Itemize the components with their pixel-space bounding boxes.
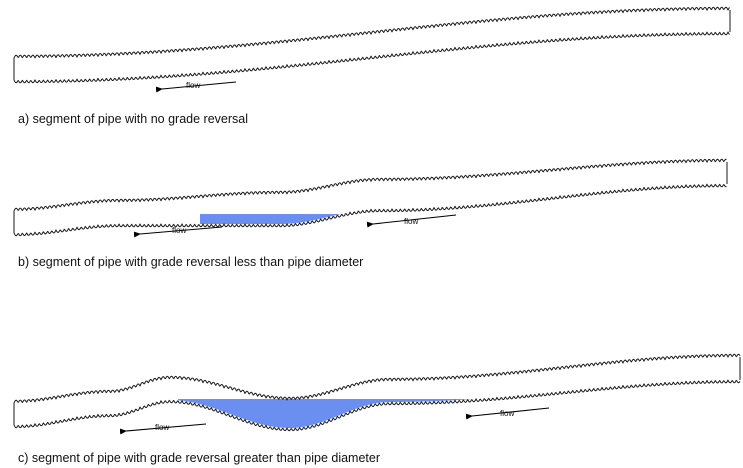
panel-caption: c) segment of pipe with grade reversal g… [18, 451, 380, 465]
flow-label: flow [172, 226, 186, 235]
ponded-water [178, 399, 515, 428]
flow-label: flow [500, 409, 514, 418]
flow-label: flow [404, 217, 418, 226]
panel-b: flow flow b) segment of pipe with grade … [13, 158, 728, 269]
flow-arrow-right: flow [465, 407, 550, 420]
ponded-water [200, 214, 368, 224]
flow-arrow-right: flow [366, 214, 457, 228]
panel-a: flow a) segment of pipe with no grade re… [13, 6, 731, 126]
flow-arrow: flow [155, 81, 237, 93]
panel-caption: b) segment of pipe with grade reversal l… [18, 255, 363, 269]
pipe-top-wall [13, 353, 741, 404]
pipe-bottom-wall [13, 31, 730, 84]
pipe-bottom-wall [13, 379, 741, 432]
panel-caption: a) segment of pipe with no grade reversa… [18, 112, 248, 126]
pipe-top-wall [13, 158, 727, 212]
flow-arrow-left: flow [119, 423, 207, 435]
pipe-top-wall [13, 6, 730, 59]
panel-c: flow flow c) segment of pipe with grade … [13, 353, 741, 465]
flow-label: flow [155, 423, 169, 432]
flow-arrow-left: flow [133, 226, 223, 238]
flow-label: flow [186, 81, 200, 90]
pipe-bottom-wall [13, 183, 727, 237]
